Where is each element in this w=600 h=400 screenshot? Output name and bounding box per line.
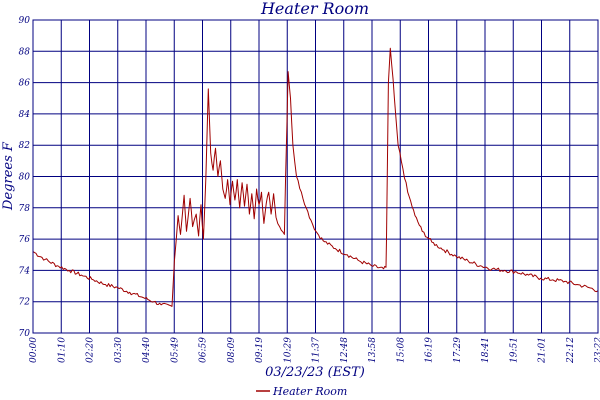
x-tick-label: 04:40: [142, 337, 152, 363]
y-tick-label: 78: [19, 204, 31, 214]
x-tick-label: 13:58: [368, 337, 378, 363]
y-tick-label: 82: [19, 141, 31, 151]
x-axis-label: 03/23/23 (EST): [265, 365, 365, 380]
x-tick-label: 11:37: [312, 337, 322, 363]
x-tick-label: 01:10: [57, 337, 67, 363]
y-tick-label: 80: [19, 173, 31, 183]
y-tick-label: 88: [19, 47, 31, 57]
y-tick-label: 86: [19, 79, 31, 89]
x-tick-label: 21:01: [538, 337, 548, 364]
x-tick-label: 22:12: [566, 337, 576, 364]
plot-frame: [32, 19, 599, 334]
y-tick-label: 74: [19, 266, 31, 276]
series-lines: [32, 47, 599, 307]
y-tick-label: 70: [19, 329, 31, 339]
y-tick-label: 90: [19, 16, 31, 26]
y-tick-labels: 70 72 74 76 78 80 82 84 86 88 90: [19, 16, 31, 339]
x-tick-label: 23:22: [594, 337, 600, 364]
legend: Heater Room: [256, 385, 347, 398]
x-tick-label: 02:20: [86, 337, 96, 363]
x-tick-labels: 00:00 01:10 02:20 03:30 04:40 05:49 06:59 08:09…: [29, 337, 600, 364]
x-tick-label: 16:19: [425, 337, 435, 363]
x-tick-label: 17:29: [453, 337, 463, 363]
x-tick-label: 05:49: [170, 337, 180, 363]
y-tick-label: 76: [19, 235, 31, 245]
x-tick-label: 12:48: [340, 337, 350, 363]
gridlines: [33, 20, 598, 333]
x-tick-label: 06:59: [199, 337, 209, 363]
x-tick-label: 00:00: [29, 337, 39, 363]
x-tick-label: 18:41: [481, 337, 491, 363]
chart-title: Heater Room: [260, 0, 369, 18]
x-tick-label: 03:30: [114, 337, 124, 363]
x-tick-label: 15:08: [396, 337, 406, 363]
x-tick-label: 19:51: [509, 337, 519, 363]
y-axis-label: Degrees F: [1, 141, 16, 211]
y-tick-label: 84: [19, 110, 31, 120]
x-tick-label: 10:29: [283, 337, 293, 363]
series-line-heater-room: [32, 47, 599, 307]
legend-label: Heater Room: [272, 385, 347, 398]
x-tick-label: 09:19: [255, 337, 265, 363]
y-tick-label: 72: [19, 298, 31, 308]
x-tick-label: 08:09: [227, 337, 237, 363]
